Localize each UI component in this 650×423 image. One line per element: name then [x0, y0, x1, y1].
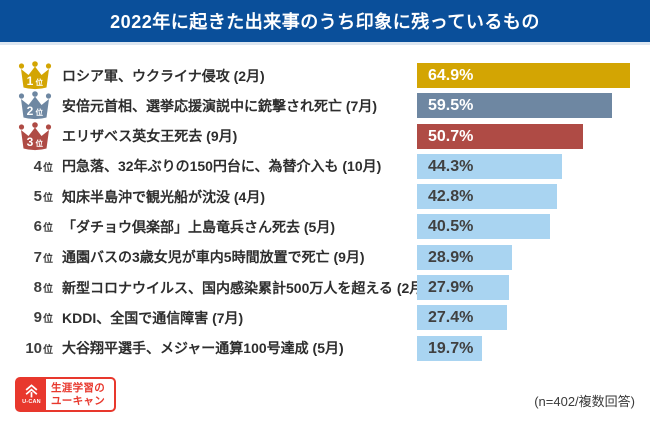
ucan-tagline-line2: ユーキャン: [51, 394, 105, 407]
rank-row-10: 10 位 大谷翔平選手、メジャー通算100号達成 (5月) 19.7%: [0, 335, 650, 361]
bar-value-label: 28.9%: [428, 248, 474, 266]
value-bar: 50.7%: [417, 123, 584, 149]
value-bar: 42.8%: [417, 184, 558, 210]
bar-value-label: 50.7%: [428, 127, 474, 145]
event-label: 知床半島沖で観光船が沈没 (4月): [62, 188, 265, 205]
value-bar: 44.3%: [417, 153, 563, 179]
event-label: 通園バスの3歳女児が車内5時間放置で死亡 (9月): [62, 249, 365, 266]
title-banner: 2022年に起きた出来事のうち印象に残っているもの: [0, 0, 650, 45]
event-label: 円急落、32年ぶりの150円台に、為替介入も (10月): [62, 158, 382, 175]
crown-silver-icon: 2 位: [18, 91, 52, 120]
event-label: KDDI、全国で通信障害 (7月): [62, 309, 244, 326]
value-bar: 19.7%: [417, 335, 482, 361]
ucan-brand-text: U-CAN: [22, 399, 41, 405]
value-bar: 27.4%: [417, 305, 507, 331]
svg-text:位: 位: [36, 107, 44, 117]
value-bar: 59.5%: [417, 93, 613, 119]
svg-text:1: 1: [27, 74, 34, 88]
value-bar: 40.5%: [417, 214, 550, 240]
bar-value-label: 19.7%: [428, 339, 474, 357]
bar-value-label: 44.3%: [428, 157, 474, 175]
svg-text:位: 位: [36, 138, 44, 148]
bar-value-label: 40.5%: [428, 218, 474, 236]
ucan-logo-text: 生涯学習の ユーキャン: [46, 379, 114, 410]
ucan-tagline-line1: 生涯学習の: [51, 381, 105, 394]
ucan-logo: U-CAN 生涯学習の ユーキャン: [15, 377, 116, 412]
event-label: ロシア軍、ウクライナ侵攻 (2月): [62, 67, 265, 84]
value-bar: 28.9%: [417, 244, 512, 270]
event-label: 安倍元首相、選挙応援演説中に銃撃され死亡 (7月): [62, 97, 377, 114]
rank-badge-10: 10 位: [25, 339, 53, 357]
event-label: 大谷翔平選手、メジャー通算100号達成 (5月): [62, 340, 344, 357]
bar-value-label: 64.9%: [428, 67, 474, 84]
value-bar: 64.9%: [417, 63, 630, 88]
event-label: 「ダチョウ倶楽部」上島竜兵さん死去 (5月): [62, 218, 335, 235]
rank-row-2: 2 位 安倍元首相、選挙応援演説中に銃撃され死亡 (7月) 59.5%: [0, 91, 650, 120]
rank-badge-3: 3 位: [0, 121, 56, 151]
rank-badge-1: 1 位: [0, 61, 56, 90]
bar-value-label: 27.4%: [428, 309, 474, 327]
ranking-list: 1 位 ロシア軍、ウクライナ侵攻 (2月) 64.9% 2 位 安倍元首相、選挙…: [0, 61, 650, 366]
page-title: 2022年に起きた出来事のうち印象に残っているもの: [110, 12, 540, 32]
ucan-chevron-icon: [25, 384, 38, 398]
bar-value-label: 27.9%: [428, 279, 474, 297]
event-label: 新型コロナウイルス、国内感染累計500万人を超える (2月): [62, 279, 428, 296]
svg-text:3: 3: [27, 135, 34, 149]
crown-gold-icon: 1 位: [18, 61, 52, 90]
bar-value-label: 42.8%: [428, 188, 474, 206]
svg-text:2: 2: [27, 104, 34, 118]
rank-row-1: 1 位 ロシア軍、ウクライナ侵攻 (2月) 64.9%: [0, 61, 650, 90]
bar-value-label: 59.5%: [428, 97, 474, 115]
rank-row-3: 3 位 エリザベス英女王死去 (9月) 50.7%: [0, 121, 650, 151]
event-label: エリザベス英女王死去 (9月): [62, 128, 238, 145]
crown-bronze-icon: 3 位: [18, 121, 52, 150]
svg-text:位: 位: [36, 77, 44, 87]
value-bar: 27.9%: [417, 275, 509, 301]
sample-size-note: (n=402/複数回答): [534, 394, 635, 409]
ucan-logo-mark: U-CAN: [17, 379, 46, 410]
rank-badge-2: 2 位: [0, 91, 56, 120]
